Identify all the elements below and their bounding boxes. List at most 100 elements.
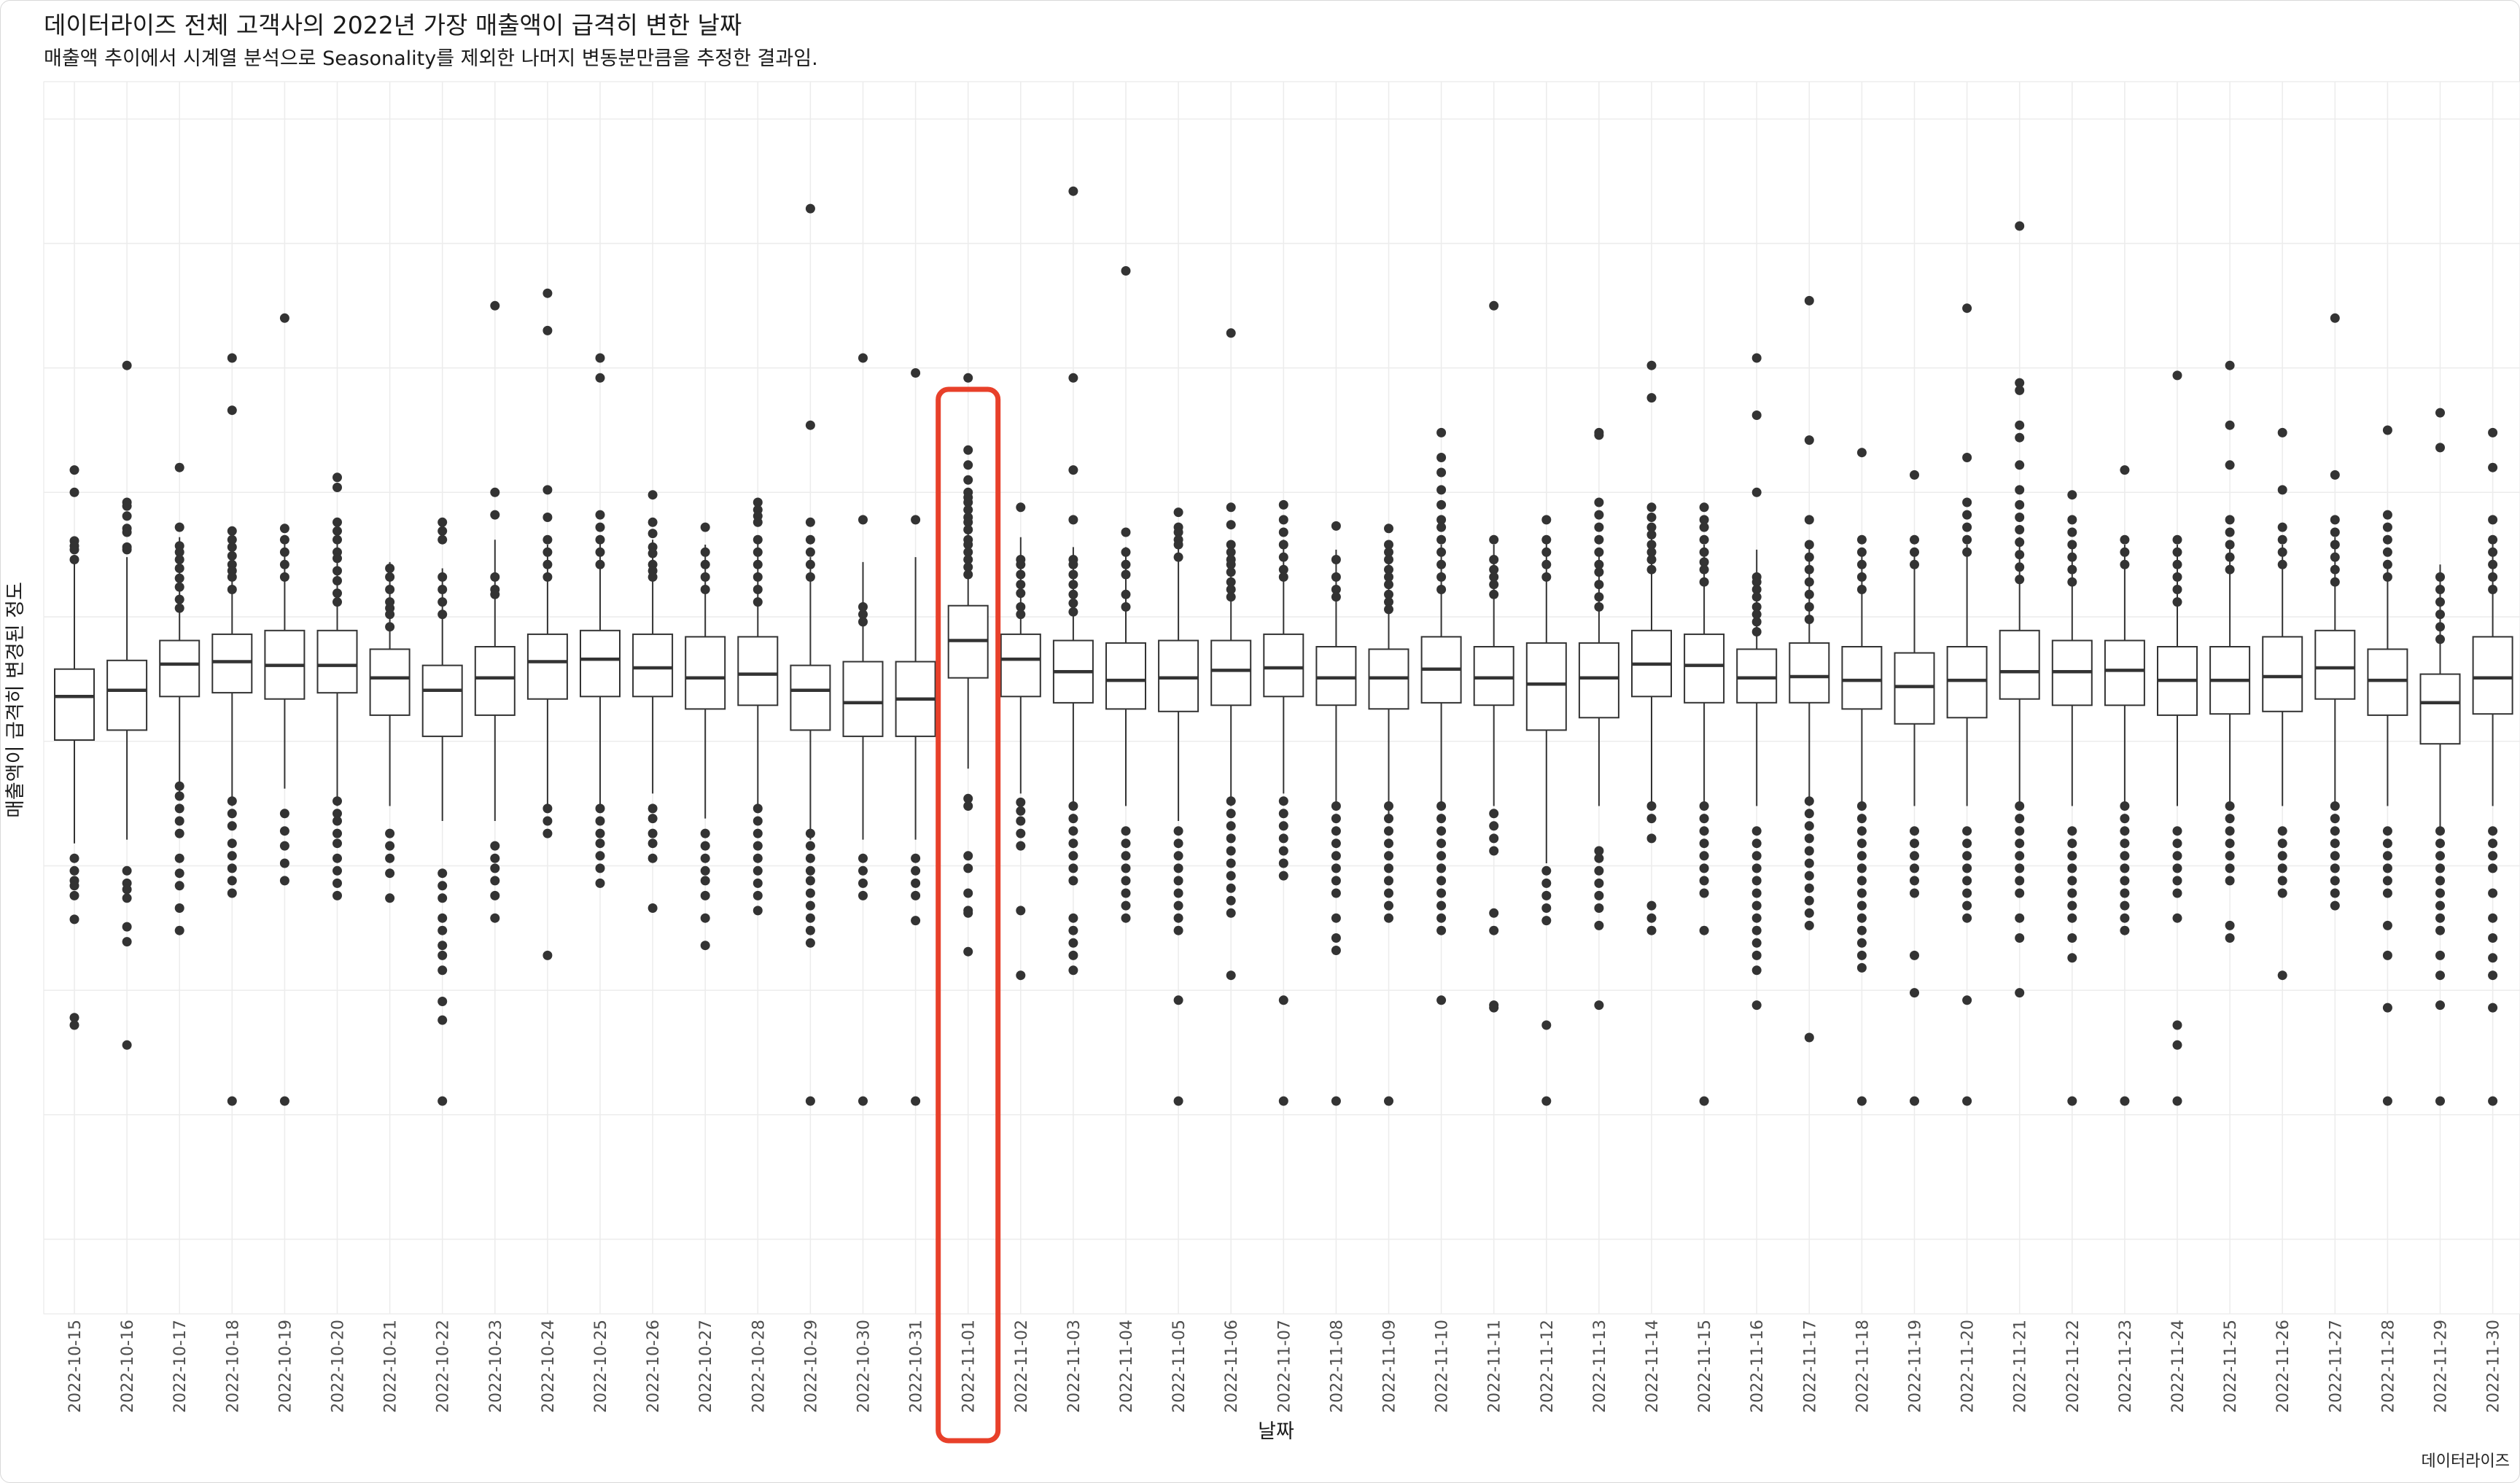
outlier-point [1436,427,1447,437]
outlier-point [69,555,79,564]
iqr-box [1525,642,1567,731]
outlier-point [595,373,605,383]
outlier-point [1646,540,1657,550]
outlier-point [385,893,395,903]
outlier-point [2435,851,2445,861]
outlier-point [1436,585,1447,594]
iqr-box [2367,648,2408,716]
outlier-point [2435,585,2445,594]
outlier-point [805,828,815,838]
x-tick-label: 2022-11-15 [1696,1320,1714,1413]
outlier-point [69,487,79,497]
outlier-point [542,547,553,557]
outlier-point [963,801,973,811]
outlier-point [227,542,237,552]
outlier-point [1173,540,1183,550]
outlier-point [1489,300,1499,311]
outlier-point [805,913,815,923]
box-2022-10-28 [737,497,779,916]
outlier-point [2382,920,2392,930]
outlier-point [2225,851,2235,861]
outlier-point [2120,851,2130,861]
iqr-box [1210,639,1252,707]
outlier-point [1436,499,1447,510]
outlier-point [542,572,553,582]
outlier-point [1226,858,1236,868]
outlier-point [1541,916,1552,926]
outlier-point [700,572,710,582]
outlier-point [174,555,184,564]
outlier-point [2382,888,2392,898]
y-axis-title: 매출액이 급격히 변경된 정도 [4,582,27,818]
outlier-point [2488,970,2498,981]
outlier-point [542,816,553,826]
iqr-box [106,659,148,731]
outlier-point [1068,465,1078,475]
outlier-point [2120,559,2130,569]
iqr-box [474,646,516,716]
outlier-point [1226,796,1236,806]
iqr-box [737,636,779,707]
outlier-point [2015,933,2025,943]
outlier-point [490,300,500,311]
outlier-point [1489,809,1499,819]
outlier-point [1016,970,1026,981]
outlier-point [1962,888,1972,898]
outlier-point [2277,485,2287,495]
outlier-point [1384,540,1393,550]
outlier-point [2067,933,2077,943]
outlier-point [2330,470,2340,480]
x-tick-label: 2022-10-15 [66,1320,85,1413]
outlier-point [595,534,605,545]
outlier-point [438,597,448,607]
outlier-point [2015,432,2025,443]
outlier-point [1173,527,1183,537]
outlier-point [2015,221,2025,231]
outlier-point [1489,925,1499,935]
outlier-point [174,925,184,935]
outlier-point [1962,510,1972,520]
outlier-point [2067,490,2077,500]
outlier-point [911,853,921,863]
outlier-point [1699,557,1709,567]
outlier-point [1068,913,1078,923]
outlier-point [1541,534,1552,545]
outlier-point [2067,913,2077,923]
outlier-point [1962,303,1972,314]
x-tick-label: 2022-10-27 [697,1320,715,1413]
outlier-point [1856,801,1867,811]
outlier-point [2277,970,2287,981]
iqr-box [526,633,568,700]
outlier-point [1016,502,1026,513]
box-2022-11-12 [1525,515,1567,1106]
outlier-point [1962,913,1972,923]
outlier-point [1489,1003,1499,1013]
iqr-box [1263,633,1304,698]
outlier-point [1016,580,1026,590]
iqr-box [316,629,358,694]
box-2022-10-23 [474,300,516,923]
outlier-point [1856,448,1867,458]
outlier-point [279,559,289,569]
outlier-point [1856,913,1867,923]
outlier-point [2330,515,2340,525]
outlier-point [1541,903,1552,913]
outlier-point [122,511,132,521]
outlier-point [385,610,395,620]
iqr-box [369,648,411,716]
outlier-point [2067,1096,2077,1106]
outlier-point [1489,589,1499,599]
outlier-point [963,946,973,957]
outlier-point [2435,970,2445,981]
outlier-point [2435,1096,2445,1106]
outlier-point [542,325,553,335]
outlier-point [1121,569,1131,580]
outlier-point [911,515,921,525]
outlier-point [1436,888,1447,898]
x-tick-label: 2022-10-20 [330,1320,348,1413]
outlier-point [2172,838,2182,849]
outlier-point [69,865,79,876]
x-tick-label: 2022-11-24 [2169,1320,2188,1413]
outlier-point [805,420,815,430]
outlier-point [2277,534,2287,545]
